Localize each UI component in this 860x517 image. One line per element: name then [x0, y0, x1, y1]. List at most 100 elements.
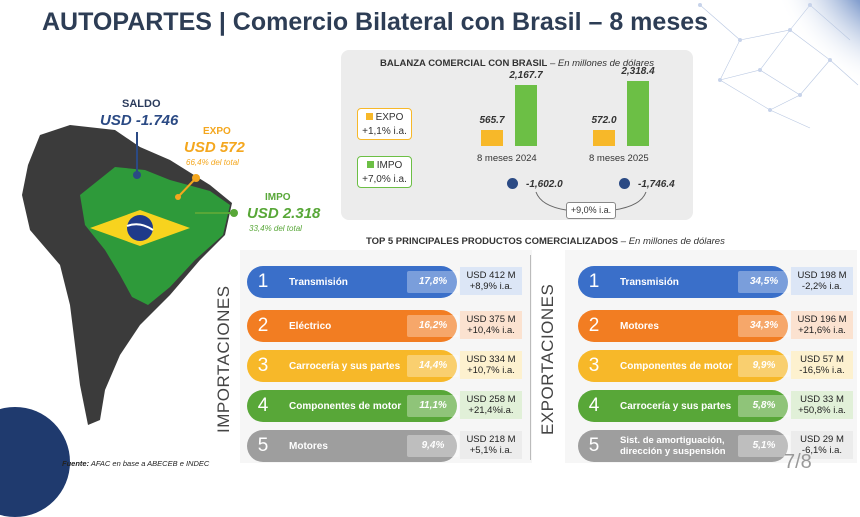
- rank-number: 5: [588, 435, 600, 456]
- page-number: 7/8: [784, 451, 812, 473]
- rank-number: 3: [257, 355, 269, 376]
- legend-expo-change: +1,1% i.a.: [362, 126, 407, 137]
- yoy-change: -16,5% i.a.: [799, 365, 845, 376]
- usd-amount: USD 334 M: [466, 354, 516, 365]
- expo-value: USD 572: [184, 139, 245, 156]
- saldo-change: +9,0% i.a.: [566, 202, 616, 219]
- share-percent: 14,4%: [418, 360, 448, 371]
- saldo-dot-2: [619, 178, 630, 189]
- yoy-change: +21,4%i.a.: [468, 405, 514, 416]
- product-value: USD 57 M -16,5% i.a.: [791, 351, 853, 379]
- share-percent: 5,1%: [752, 440, 776, 451]
- importaciones-row-3: 3 Carrocería y sus partes 14,4% USD 334 M +1…: [247, 350, 537, 384]
- product-name: Componentes de motor: [289, 400, 402, 412]
- product-value: USD 334 M +10,7% i.a.: [460, 351, 522, 379]
- saldo-label: SALDO: [122, 98, 161, 110]
- top5-subtitle: – En millones de dólares: [620, 236, 725, 247]
- yoy-change: +10,4% i.a.: [467, 325, 515, 336]
- exportaciones-row-1: 1 Transmisión 34,5% USD 198 M -2,2% i.a.: [578, 266, 860, 300]
- share-percent: 34,5%: [749, 276, 779, 287]
- product-bar: 5 Sist. de amortiguación, dirección y sus…: [578, 430, 790, 462]
- rank-number: 1: [257, 271, 269, 292]
- legend-expo: EXPO +1,1% i.a.: [357, 108, 412, 140]
- impo-label: IMPO: [265, 192, 291, 203]
- yoy-change: +21,6% i.a.: [798, 325, 846, 336]
- product-value: USD 258 M +21,4%i.a.: [460, 391, 522, 419]
- balanza-title: BALANZA COMERCIAL CON BRASIL – En millon…: [380, 58, 654, 69]
- product-name: Carrocería y sus partes: [289, 360, 401, 372]
- expo-share: 66,4% del total: [186, 158, 239, 167]
- product-bar: 1 Transmisión 17,8%: [247, 266, 459, 298]
- yoy-change: +10,7% i.a.: [467, 365, 515, 376]
- share-box: [407, 435, 459, 457]
- period-label-1: 8 meses 2024: [477, 153, 537, 164]
- impo-bar-label-1: 2,167.7: [509, 70, 543, 82]
- product-name: Sist. de amortiguación, dirección y susp…: [620, 435, 726, 457]
- rank-number: 1: [588, 271, 600, 292]
- south-america-map: [22, 125, 232, 425]
- share-box: [407, 315, 459, 337]
- share-box: [738, 435, 790, 457]
- period-label-2: 8 meses 2025: [589, 153, 649, 164]
- share-box: [407, 271, 459, 293]
- product-bar: 5 Motores 9,4%: [247, 430, 459, 462]
- usd-amount: USD 196 M: [797, 314, 847, 325]
- product-value: USD 412 M +8,9% i.a.: [460, 267, 522, 295]
- product-name: Transmisión: [620, 276, 679, 288]
- exportaciones-row-2: 2 Motores 34,3% USD 196 M +21,6% i.a.: [578, 310, 860, 344]
- expo-bar-2: [593, 129, 615, 146]
- yoy-change: -2,2% i.a.: [801, 281, 843, 292]
- product-bar: 2 Motores 34,3%: [578, 310, 790, 342]
- rank-number: 3: [588, 355, 600, 376]
- product-value: USD 29 M -6,1% i.a.: [791, 431, 853, 459]
- expo-bar-1: [481, 130, 503, 146]
- balanza-subtitle: – En millones de dólares: [549, 58, 654, 69]
- usd-amount: USD 33 M: [800, 394, 844, 405]
- share-percent: 11,1%: [419, 400, 447, 411]
- legend-impo-change: +7,0% i.a.: [362, 174, 407, 185]
- share-box: [738, 315, 790, 337]
- share-box: [738, 355, 790, 377]
- product-value: USD 198 M -2,2% i.a.: [791, 267, 853, 295]
- yoy-change: +5,1% i.a.: [469, 445, 513, 456]
- exportaciones-row-5: 5 Sist. de amortiguación, dirección y sus…: [578, 430, 860, 464]
- product-bar: 1 Transmisión 34,5%: [578, 266, 790, 298]
- expo-bar-label-1: 565.7: [479, 115, 505, 127]
- balanza-card: BALANZA COMERCIAL CON BRASIL – En millon…: [341, 50, 693, 220]
- share-box: [407, 395, 459, 417]
- page-title: AUTOPARTES | Comercio Bilateral con Bras…: [42, 8, 709, 36]
- saldo-bracket: [535, 191, 647, 211]
- source-note: Fuente: AFAC en base a ABECEB e INDEC: [62, 459, 210, 468]
- share-percent: 16,2%: [418, 320, 448, 331]
- usd-amount: USD 29 M: [800, 434, 844, 445]
- share-box: [738, 271, 790, 293]
- impo-value: USD 2.318: [247, 205, 321, 222]
- exportaciones-label: EXPORTACIONES: [538, 283, 557, 435]
- product-bar: 3 Carrocería y sus partes 14,4%: [247, 350, 459, 382]
- saldo-value-1: -1,602.0: [526, 179, 563, 190]
- product-value: USD 375 M +10,4% i.a.: [460, 311, 522, 339]
- importaciones-label: IMPORTACIONES: [214, 285, 233, 433]
- share-percent: 9,4%: [421, 440, 445, 451]
- rank-number: 4: [588, 395, 600, 416]
- expo-label: EXPO: [203, 126, 231, 137]
- product-value: USD 196 M +21,6% i.a.: [791, 311, 853, 339]
- share-box: [738, 395, 790, 417]
- product-bar: 3 Componentes de motor 9,9%: [578, 350, 790, 382]
- product-value: USD 218 M +5,1% i.a.: [460, 431, 522, 459]
- usd-amount: USD 57 M: [800, 354, 844, 365]
- saldo-value: USD -1.746: [100, 112, 179, 129]
- usd-amount: USD 218 M: [466, 434, 516, 445]
- usd-amount: USD 258 M: [466, 394, 516, 405]
- importaciones-row-4: 4 Componentes de motor 11,1% USD 258 M +21,4…: [247, 390, 537, 424]
- impo-share: 33,4% del total: [249, 224, 302, 233]
- network-globe-decoration: [698, 0, 860, 129]
- product-value: USD 33 M +50,8% i.a.: [791, 391, 853, 419]
- product-name: Componentes de motor: [620, 360, 733, 372]
- rank-number: 4: [257, 395, 269, 416]
- share-percent: 9,9%: [752, 360, 776, 371]
- panel-divider: [530, 255, 531, 460]
- legend-impo: IMPO +7,0% i.a.: [357, 156, 412, 188]
- importaciones-row-2: 2 Eléctrico 16,2% USD 375 M +10,4% i.a.: [247, 310, 537, 344]
- rank-number: 5: [257, 435, 269, 456]
